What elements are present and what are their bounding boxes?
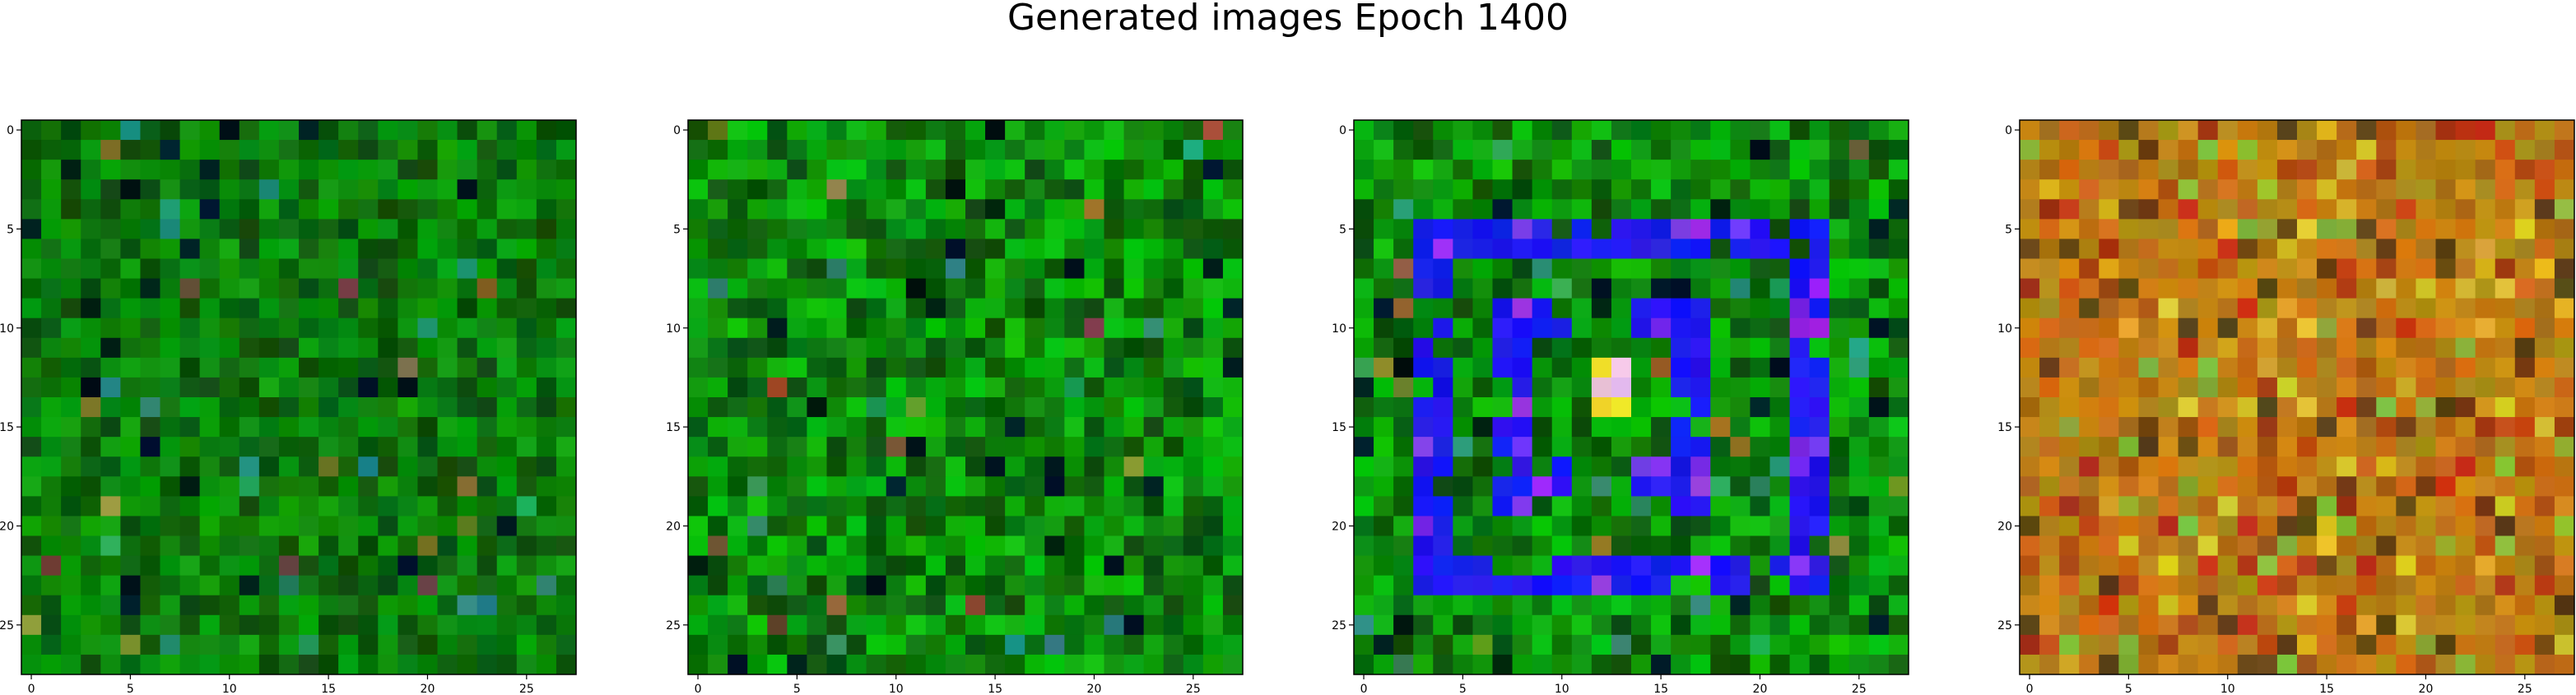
x-tick-label: 25: [1852, 683, 1867, 695]
y-tick-label: 10: [1332, 322, 1346, 336]
x-tick-label: 10: [889, 683, 904, 695]
y-tick-label: 5: [7, 223, 14, 236]
image-frame: [2019, 119, 2575, 675]
x-tick-label: 10: [1555, 683, 1569, 695]
y-tick-label: 25: [0, 619, 14, 632]
x-tick-label: 0: [1360, 683, 1368, 695]
y-tick-label: 15: [1997, 421, 2012, 434]
y-tick-label: 15: [666, 421, 681, 434]
y-tick-label: 0: [2005, 124, 2012, 137]
x-tick-label: 20: [1753, 683, 1768, 695]
x-tick-label: 0: [28, 683, 35, 695]
y-tick-label: 0: [1339, 124, 1346, 137]
y-tick-label: 10: [1997, 322, 2012, 336]
y-tick-label: 5: [673, 223, 681, 236]
y-tick-label: 20: [1997, 520, 2012, 533]
image-frame: [21, 119, 577, 675]
x-tick-label: 10: [2220, 683, 2235, 695]
x-tick-label: 20: [1087, 683, 1102, 695]
y-tick-label: 25: [666, 619, 681, 632]
x-tick-label: 0: [695, 683, 702, 695]
image-frame: [687, 119, 1244, 675]
x-tick-label: 20: [421, 683, 435, 695]
generated-image-2: 0 5 10 15 20 25 0 5 10 15 20 25: [666, 119, 1244, 695]
image-frame: [1353, 119, 1909, 675]
x-tick-label: 5: [127, 683, 134, 695]
generated-image-3: 0 5 10 15 20 25 0 5 10 15 20 25: [1332, 119, 1909, 695]
generated-image-4: 0 5 10 15 20 25 0 5 10 15 20 25: [1997, 119, 2575, 695]
x-tick-label: 10: [222, 683, 237, 695]
x-tick-label: 20: [2419, 683, 2434, 695]
x-tick-label: 25: [1186, 683, 1201, 695]
x-tick-label: 5: [2125, 683, 2132, 695]
y-tick-label: 20: [1332, 520, 1346, 533]
x-tick-label: 0: [2026, 683, 2034, 695]
figure-title: Generated images Epoch 1400: [1007, 0, 1569, 39]
y-tick-label: 5: [1339, 223, 1346, 236]
x-tick-label: 15: [321, 683, 336, 695]
x-tick-label: 15: [2319, 683, 2334, 695]
y-tick-label: 25: [1332, 619, 1346, 632]
y-tick-label: 5: [2005, 223, 2012, 236]
x-tick-label: 5: [793, 683, 801, 695]
generated-image-1: 0 5 10 15 20 25 0 5 10 15 20 25: [0, 119, 577, 695]
y-tick-label: 0: [7, 124, 14, 137]
y-tick-label: 20: [666, 520, 681, 533]
x-tick-label: 25: [519, 683, 534, 695]
y-tick-label: 15: [1332, 421, 1346, 434]
y-tick-label: 25: [1997, 619, 2012, 632]
x-tick-label: 15: [1653, 683, 1668, 695]
y-tick-label: 10: [0, 322, 14, 336]
y-tick-label: 0: [673, 124, 681, 137]
y-tick-label: 20: [0, 520, 14, 533]
x-tick-label: 15: [988, 683, 1002, 695]
x-tick-label: 25: [2518, 683, 2532, 695]
x-tick-label: 5: [1459, 683, 1467, 695]
y-tick-label: 10: [666, 322, 681, 336]
y-tick-label: 15: [0, 421, 14, 434]
